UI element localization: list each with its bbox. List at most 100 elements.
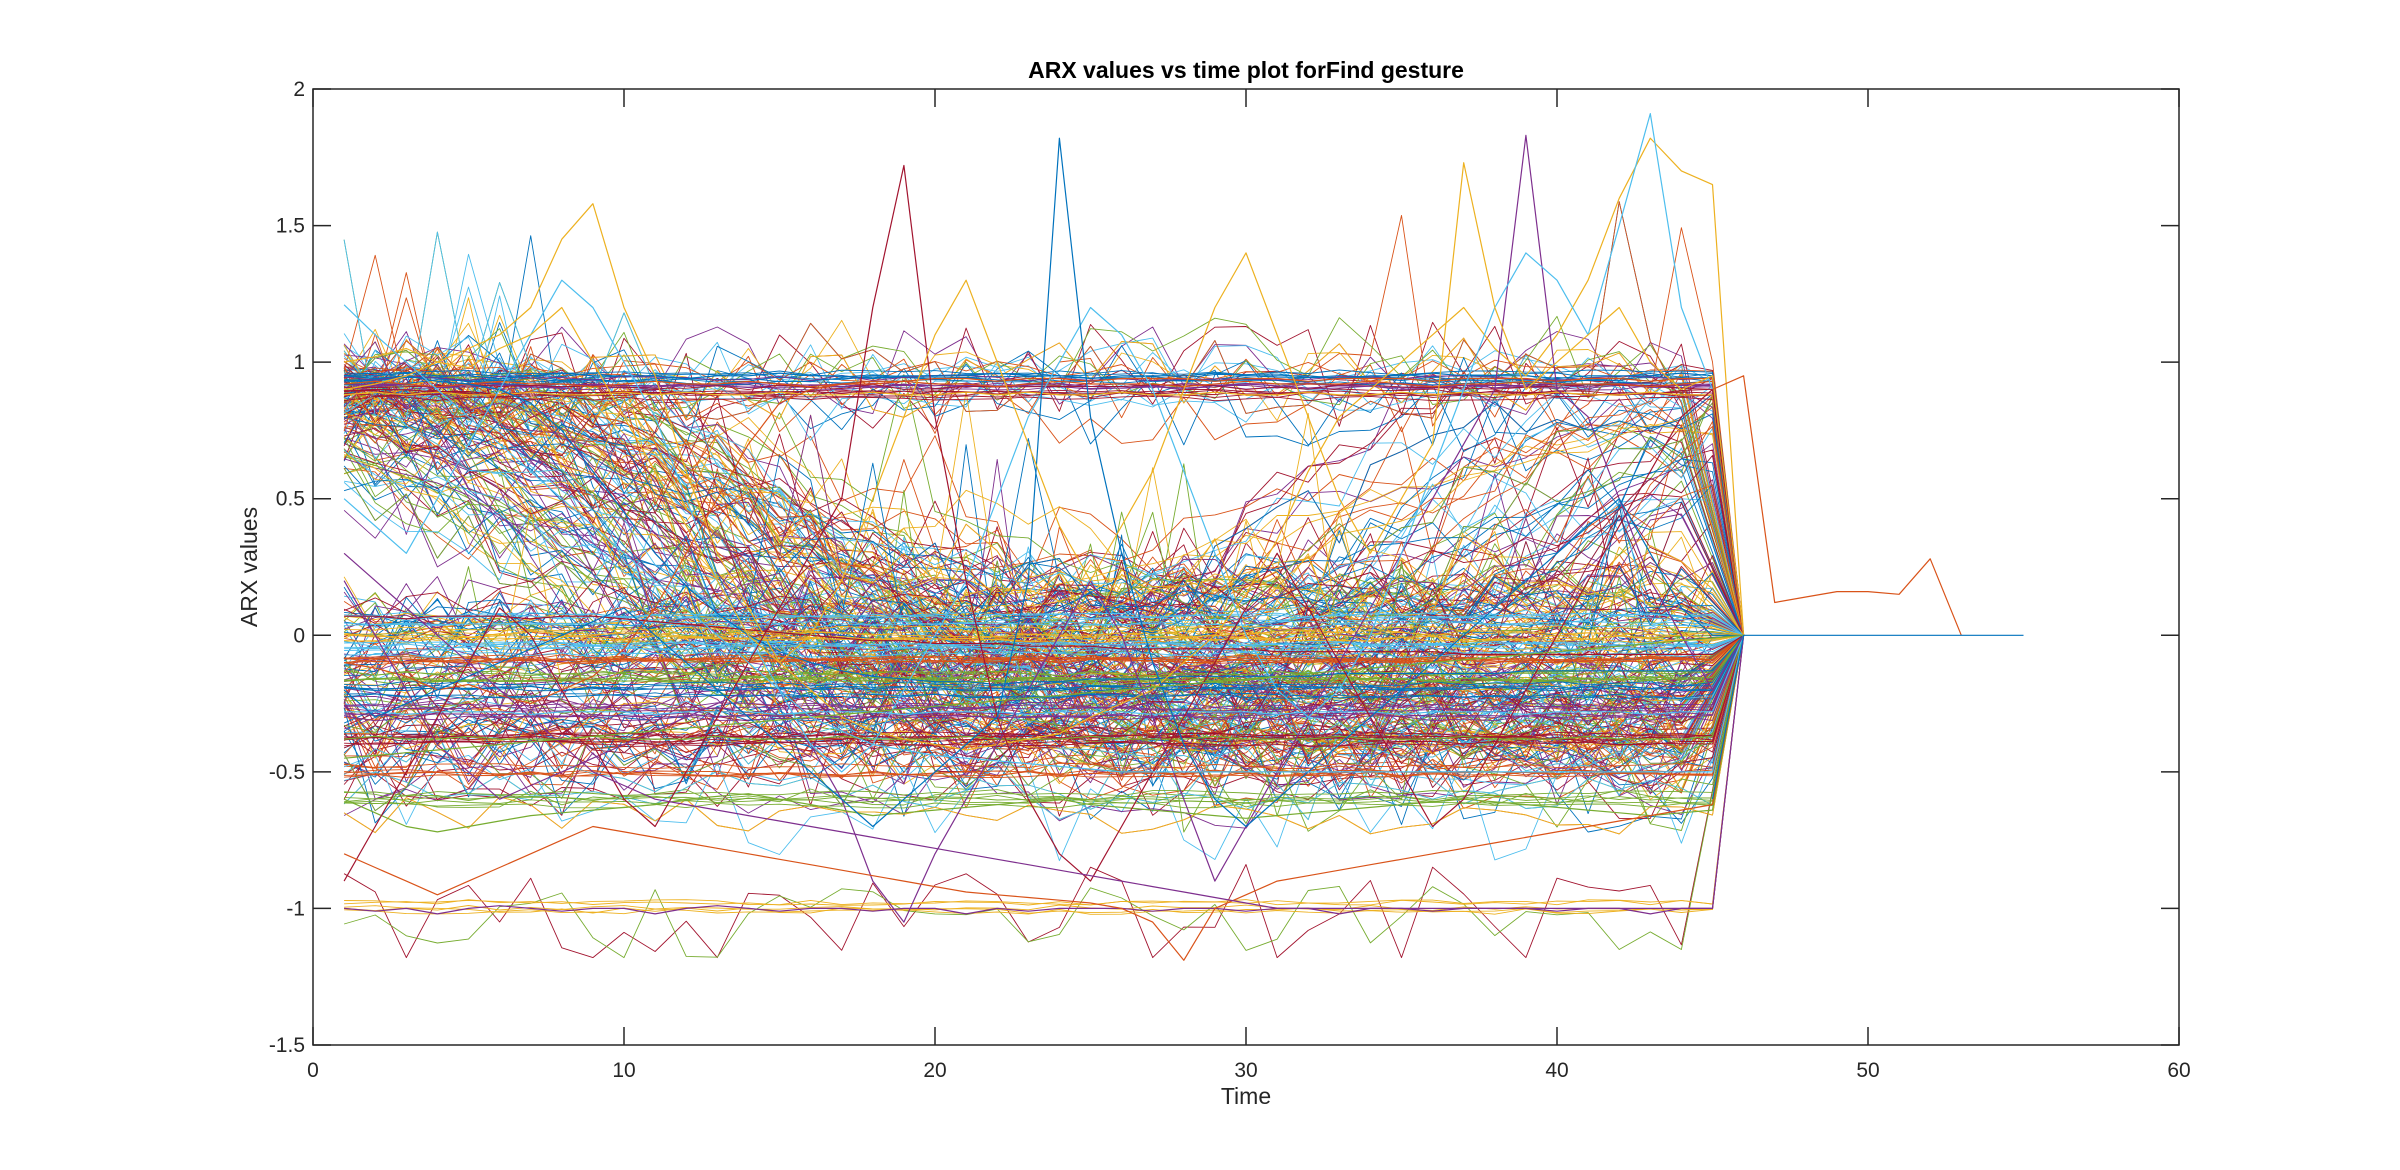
series-line-bg bbox=[343, 341, 1745, 636]
series-line-17 bbox=[343, 162, 1745, 664]
x-tick-label: 60 bbox=[2167, 1059, 2190, 1082]
series-line-band bbox=[344, 634, 1744, 662]
series-line-bg bbox=[343, 374, 1744, 749]
y-tick-label: -1.5 bbox=[269, 1034, 305, 1057]
series-line-bg bbox=[343, 396, 1745, 812]
series-line-band bbox=[344, 634, 1744, 648]
series-line-band bbox=[344, 390, 1745, 636]
series-line-bg bbox=[344, 340, 1745, 636]
series-line-19 bbox=[344, 634, 1744, 759]
series-line-band bbox=[344, 634, 1744, 654]
series-line-band bbox=[344, 635, 1745, 906]
series-line-bg bbox=[343, 394, 1745, 793]
series-line-bg bbox=[343, 426, 1745, 768]
y-tick-label: 0 bbox=[293, 624, 305, 647]
series-line-bg bbox=[344, 354, 1745, 636]
series-line-2 bbox=[344, 380, 1745, 636]
series-line-bg bbox=[343, 635, 1744, 725]
series-line-15 bbox=[343, 137, 1744, 828]
series-line-bg bbox=[344, 378, 1744, 708]
series-line-band bbox=[344, 635, 1745, 779]
series-line-bg bbox=[344, 378, 1744, 636]
series-line-13 bbox=[343, 112, 1745, 773]
series-line-bg bbox=[343, 437, 1744, 640]
series-line-bg bbox=[343, 447, 1745, 719]
series-line-bg bbox=[343, 635, 1745, 821]
series-line-band bbox=[344, 631, 1744, 638]
series-line-6 bbox=[344, 635, 1745, 716]
series-line-20 bbox=[343, 304, 1745, 773]
series-line-bg bbox=[343, 337, 1745, 636]
x-tick-label: 50 bbox=[1856, 1059, 1879, 1082]
x-tick-label: 0 bbox=[307, 1059, 319, 1082]
series-line-band bbox=[344, 635, 1744, 692]
series-line-bg bbox=[343, 337, 1745, 636]
series-line-bg bbox=[344, 469, 1745, 636]
series-line-bg bbox=[343, 335, 1745, 741]
series-line-band bbox=[344, 635, 1745, 803]
series-line-bg bbox=[343, 635, 1745, 862]
y-tick-label: 1 bbox=[293, 351, 305, 374]
series-line-band bbox=[344, 389, 1745, 636]
series-line-11 bbox=[343, 134, 1745, 923]
series-line-10 bbox=[343, 137, 1745, 751]
series-line-band bbox=[344, 635, 1744, 676]
series-line-band bbox=[344, 635, 1745, 711]
series-line-bg bbox=[343, 387, 1744, 654]
series-line-18 bbox=[343, 552, 1745, 910]
series-line-bg bbox=[343, 427, 1745, 738]
series-line-bg bbox=[343, 467, 1745, 779]
x-tick-label: 10 bbox=[612, 1059, 635, 1082]
series-line-9 bbox=[343, 377, 1745, 705]
chart-title: ARX values vs time plot forFind gesture bbox=[1028, 57, 1464, 83]
y-tick-label: -1 bbox=[286, 897, 305, 920]
y-tick-label: 0.5 bbox=[276, 488, 305, 511]
y-tick-label: 2 bbox=[293, 78, 305, 101]
series-line-band bbox=[344, 395, 1745, 636]
series-line-band bbox=[344, 621, 1744, 636]
series-line-band bbox=[344, 635, 1745, 709]
tail-series-line-1 bbox=[1712, 375, 1962, 636]
series-line-band bbox=[344, 635, 1745, 809]
series-line-band bbox=[344, 634, 1744, 648]
tail-series-line-2 bbox=[1711, 634, 2024, 800]
x-tick-label: 40 bbox=[1545, 1059, 1568, 1082]
series-line-band bbox=[344, 635, 1745, 747]
series-line-bg bbox=[343, 409, 1744, 725]
x-tick-label: 30 bbox=[1234, 1059, 1257, 1082]
series-line-16 bbox=[343, 635, 1745, 961]
series-line-band bbox=[344, 634, 1744, 664]
series-line-bg bbox=[343, 389, 1744, 636]
y-tick-label: -0.5 bbox=[269, 761, 305, 784]
series-line-bg bbox=[344, 402, 1745, 734]
series-line-band bbox=[344, 384, 1745, 636]
series-line-bg bbox=[344, 385, 1744, 636]
series-line-bg bbox=[343, 322, 1744, 680]
series-line-1 bbox=[344, 372, 1745, 636]
series-line-bg bbox=[343, 635, 1745, 959]
series-line-band bbox=[344, 369, 1745, 636]
series-line-bg bbox=[343, 572, 1744, 636]
series-line-bg bbox=[343, 344, 1744, 636]
series-line-bg bbox=[344, 384, 1744, 636]
series-line-8 bbox=[344, 375, 1745, 686]
series-line-bg bbox=[343, 389, 1745, 789]
axis-ticks: 0 10 20 30 40 50 60 -1.5 -1 -0.5 0 0.5 1 1.5 2 bbox=[269, 78, 2191, 1082]
series-line-bg bbox=[344, 381, 1744, 636]
series-line-band bbox=[344, 635, 1745, 738]
series-lines bbox=[343, 112, 2024, 961]
series-line-bg bbox=[343, 462, 1745, 833]
series-line-band bbox=[344, 634, 1744, 651]
series-line-band bbox=[344, 635, 1745, 747]
series-line-bg bbox=[343, 231, 1744, 755]
x-tick-label: 20 bbox=[923, 1059, 946, 1082]
series-line-band bbox=[344, 635, 1745, 778]
series-line-bg bbox=[344, 635, 1744, 750]
series-line-band bbox=[344, 611, 1744, 636]
series-line-bg bbox=[343, 375, 1745, 762]
series-line-bg bbox=[343, 635, 1744, 731]
series-line-band bbox=[344, 635, 1744, 683]
series-line-band bbox=[344, 635, 1745, 802]
series-line-14 bbox=[343, 164, 1745, 882]
